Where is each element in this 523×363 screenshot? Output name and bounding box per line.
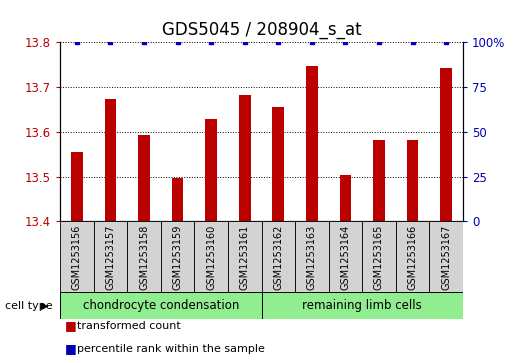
Text: GSM1253159: GSM1253159 [173, 225, 183, 290]
Bar [373, 140, 385, 221]
Bar [272, 107, 284, 221]
Bar [172, 178, 184, 221]
Bar [339, 175, 351, 221]
Bar [328, 221, 362, 292]
Bar [295, 221, 328, 292]
Bar [138, 135, 150, 221]
Point [341, 39, 349, 45]
Bar [206, 119, 217, 221]
Point [375, 39, 383, 45]
Text: GSM1253164: GSM1253164 [340, 225, 350, 290]
Bar [262, 221, 295, 292]
Text: GSM1253162: GSM1253162 [274, 225, 283, 290]
Text: GSM1253165: GSM1253165 [374, 225, 384, 290]
Text: GSM1253156: GSM1253156 [72, 225, 82, 290]
Text: GSM1253157: GSM1253157 [106, 225, 116, 290]
Text: percentile rank within the sample: percentile rank within the sample [77, 344, 265, 354]
Title: GDS5045 / 208904_s_at: GDS5045 / 208904_s_at [162, 21, 361, 39]
Point [174, 39, 182, 45]
Bar [429, 221, 463, 292]
Bar [195, 221, 228, 292]
Bar [105, 99, 116, 221]
Bar [396, 221, 429, 292]
Point [207, 39, 215, 45]
Point [274, 39, 282, 45]
Bar [60, 221, 94, 292]
Bar [407, 140, 418, 221]
Bar [60, 292, 262, 319]
Bar [362, 221, 396, 292]
Text: ■: ■ [65, 342, 77, 355]
Text: GSM1253166: GSM1253166 [407, 225, 417, 290]
Bar [306, 66, 317, 221]
Bar [94, 221, 127, 292]
Point [241, 39, 249, 45]
Text: transformed count: transformed count [77, 321, 181, 331]
Point [73, 39, 81, 45]
Text: GSM1253163: GSM1253163 [307, 225, 317, 290]
Point [140, 39, 148, 45]
Point [106, 39, 115, 45]
Text: chondrocyte condensation: chondrocyte condensation [83, 299, 239, 312]
Text: remaining limb cells: remaining limb cells [302, 299, 422, 312]
Bar [440, 68, 452, 221]
Bar [262, 292, 463, 319]
Bar [228, 221, 262, 292]
Bar [71, 152, 83, 221]
Text: ■: ■ [65, 319, 77, 332]
Point [308, 39, 316, 45]
Point [408, 39, 417, 45]
Text: ▶: ▶ [41, 301, 48, 311]
Text: GSM1253161: GSM1253161 [240, 225, 249, 290]
Text: GSM1253167: GSM1253167 [441, 225, 451, 290]
Point [442, 39, 450, 45]
Bar [239, 95, 251, 221]
Bar [161, 221, 195, 292]
Text: GSM1253158: GSM1253158 [139, 225, 149, 290]
Text: cell type: cell type [5, 301, 53, 311]
Text: GSM1253160: GSM1253160 [206, 225, 216, 290]
Bar [127, 221, 161, 292]
